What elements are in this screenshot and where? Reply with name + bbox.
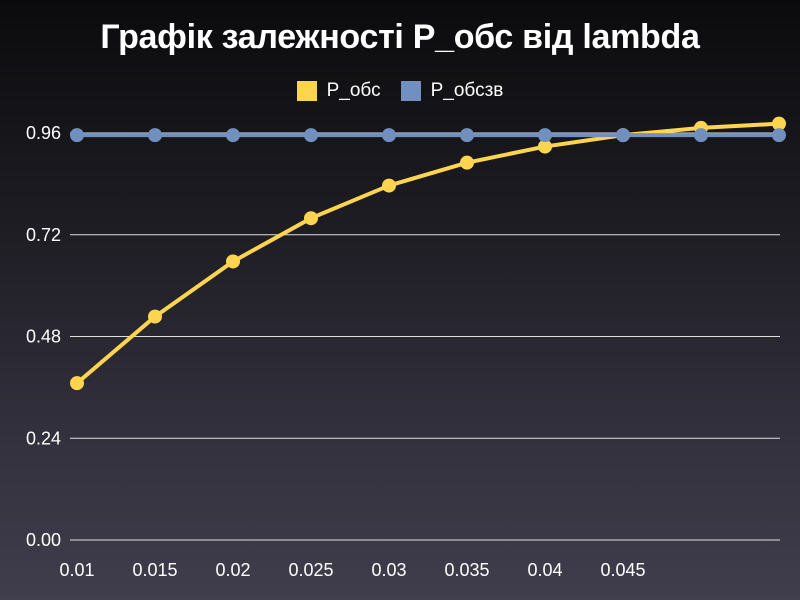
data-point	[538, 139, 552, 154]
data-point	[382, 178, 396, 193]
legend: P_обс P_обсзв	[0, 80, 800, 102]
series-line	[75, 121, 781, 386]
x-tick-label: 0.045	[600, 560, 645, 580]
x-tick-label: 0.01	[59, 560, 94, 580]
y-tick-label: 0.48	[26, 327, 61, 347]
data-point	[70, 128, 84, 143]
data-point	[460, 155, 474, 170]
x-tick-label: 0.035	[444, 560, 489, 580]
legend-label-p-obs: P_обс	[326, 80, 381, 101]
data-point	[694, 128, 708, 143]
data-point	[70, 376, 84, 391]
data-point	[226, 254, 240, 269]
data-point	[304, 211, 318, 226]
data-point	[538, 128, 552, 143]
data-point	[148, 128, 162, 143]
data-point	[304, 128, 318, 143]
x-tick-label: 0.015	[132, 560, 177, 580]
data-point	[382, 128, 396, 143]
data-point	[148, 309, 162, 324]
y-tick-label: 0.24	[26, 428, 61, 448]
y-tick-label: 0.72	[26, 225, 61, 245]
data-point	[460, 128, 474, 143]
legend-label-p-obszv: P_обсзв	[430, 80, 504, 101]
x-tick-label: 0.04	[527, 560, 562, 580]
data-point	[616, 128, 630, 143]
legend-item-p-obszv: P_обсзв	[400, 80, 504, 102]
data-point	[772, 128, 786, 143]
x-tick-label: 0.02	[215, 560, 250, 580]
y-tick-label: 0.00	[26, 530, 61, 550]
chart-title: Графік залежності P_обс від lambda	[100, 18, 700, 56]
x-tick-label: 0.025	[288, 560, 333, 580]
y-tick-label: 0.96	[26, 123, 61, 143]
data-point	[226, 128, 240, 143]
legend-swatch-p-obszv	[400, 81, 421, 101]
legend-item-p-obs: P_обс	[296, 80, 381, 102]
legend-swatch-p-obs	[296, 81, 317, 101]
x-tick-label: 0.03	[371, 560, 406, 580]
data-point	[772, 116, 786, 131]
